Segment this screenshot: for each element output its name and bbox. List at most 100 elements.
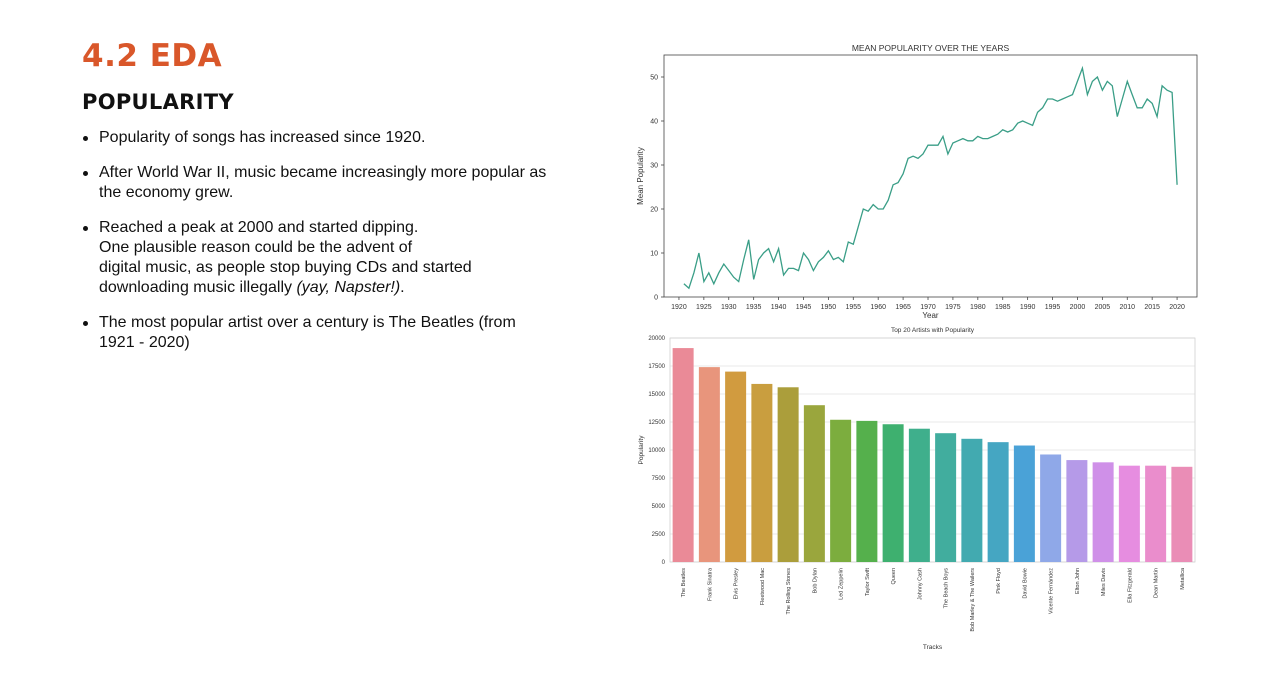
x-tick-label: Elvis Presley bbox=[734, 568, 740, 600]
x-tick-label: 2020 bbox=[1169, 304, 1185, 311]
x-tick-label: Frank Sinatra bbox=[707, 567, 713, 601]
x-tick-label: 1920 bbox=[671, 304, 687, 311]
bar-pink-floyd bbox=[987, 442, 1009, 562]
bar-the-beach-boys bbox=[935, 433, 957, 562]
bullet-3-period: . bbox=[400, 279, 405, 296]
x-tick-label: Vicente Fernández bbox=[1049, 568, 1055, 614]
y-axis-label: Popularity bbox=[638, 435, 645, 465]
mean-popularity-series-line bbox=[683, 65, 1178, 290]
y-tick-label: 30 bbox=[650, 163, 658, 170]
section-heading: 4.2 EDA bbox=[82, 38, 223, 74]
bar-the-beatles bbox=[672, 348, 694, 562]
bar-frank-sinatra bbox=[698, 367, 720, 562]
x-tick-label: 1980 bbox=[970, 304, 986, 311]
bullet-list: Popularity of songs has increased since … bbox=[82, 128, 552, 353]
x-tick-label: The Beatles bbox=[681, 568, 687, 598]
bar-ella-fitzgerald bbox=[1118, 465, 1140, 562]
x-tick-label: David Bowie bbox=[1022, 568, 1028, 599]
x-axis-label: Tracks bbox=[923, 644, 943, 651]
x-tick-label: 1990 bbox=[1020, 304, 1036, 311]
x-tick-label: 1925 bbox=[696, 304, 712, 311]
bullet-item-1: Popularity of songs has increased since … bbox=[82, 128, 552, 148]
y-tick-label: 40 bbox=[650, 119, 658, 126]
bullet-3-line-2: One plausible reason could be the advent… bbox=[99, 239, 413, 256]
x-tick-label: 1950 bbox=[821, 304, 837, 311]
x-tick-label: 1985 bbox=[995, 304, 1011, 311]
bar-chart-svg: Top 20 Artists with Popularity 0 2500 5000 7… bbox=[638, 327, 1196, 651]
y-tick-label: 50 bbox=[650, 75, 658, 82]
x-tick-label: Ella Fitzgerald bbox=[1127, 568, 1133, 603]
bar-elton-john bbox=[1066, 460, 1088, 562]
x-tick-label: 1945 bbox=[796, 304, 812, 311]
bar-bob-marley-the-wailers bbox=[961, 438, 983, 562]
x-tick-label: 1965 bbox=[895, 304, 911, 311]
bar-bob-dylan bbox=[803, 405, 825, 562]
x-tick-label: 1930 bbox=[721, 304, 737, 311]
section-subheading: POPULARITY bbox=[82, 90, 234, 114]
x-tick-label: Miles Davis bbox=[1101, 568, 1107, 596]
bar-metallica bbox=[1171, 466, 1193, 562]
x-tick-label: 1970 bbox=[920, 304, 936, 311]
x-tick-label: Pink Floyd bbox=[996, 568, 1002, 594]
x-tick-label: 1955 bbox=[846, 304, 862, 311]
x-axis-label: Year bbox=[922, 311, 939, 320]
x-tick-label: 1995 bbox=[1045, 304, 1061, 311]
bar-led-zeppelin bbox=[830, 419, 852, 562]
y-tick-label: 17500 bbox=[648, 364, 665, 370]
bullet-item-4: The most popular artist over a century i… bbox=[82, 313, 552, 353]
x-tick-label: Johnny Cash bbox=[917, 568, 923, 600]
y-tick-label: 7500 bbox=[652, 476, 666, 482]
x-tick-label: Led Zeppelin bbox=[839, 568, 845, 600]
bar-chart-title: Top 20 Artists with Popularity bbox=[891, 327, 975, 334]
napster-aside: (yay, Napster!) bbox=[296, 279, 401, 296]
y-tick-label: 20 bbox=[650, 207, 658, 214]
x-tick-label: 1960 bbox=[870, 304, 886, 311]
x-tick-label: 2005 bbox=[1095, 304, 1111, 311]
x-tick-label: Bob Marley & The Wailers bbox=[970, 568, 976, 632]
x-tick-label: 2010 bbox=[1119, 304, 1135, 311]
bar-elvis-presley bbox=[725, 371, 747, 562]
bar-vicente-fern-ndez bbox=[1040, 454, 1062, 562]
x-tick-label: 1975 bbox=[945, 304, 961, 311]
mean-popularity-line-chart: MEAN POPULARITY OVER THE YEARS 0 10 20 30 40 5… bbox=[630, 40, 1205, 320]
x-tick-label: Taylor Swift bbox=[865, 568, 871, 597]
x-tick-label: The Beach Boys bbox=[944, 568, 950, 609]
bar-queen bbox=[882, 424, 904, 562]
x-tick-label: Dean Martin bbox=[1154, 568, 1160, 598]
y-tick-label: 5000 bbox=[652, 504, 666, 510]
bar-miles-davis bbox=[1092, 462, 1114, 562]
y-tick-label: 20000 bbox=[648, 336, 665, 342]
bar-plot-frame bbox=[669, 337, 1196, 563]
y-tick-label: 12500 bbox=[648, 420, 665, 426]
x-tick-label: Fleetwood Mac bbox=[760, 568, 766, 606]
bar-david-bowie bbox=[1013, 445, 1035, 562]
bar-johnny-cash bbox=[908, 428, 930, 562]
bar-the-rolling-stones bbox=[777, 387, 799, 562]
x-tick-label: 2000 bbox=[1070, 304, 1086, 311]
x-tick-label: The Rolling Stones bbox=[786, 568, 792, 615]
text-column: 4.2 EDA POPULARITY Popularity of songs h… bbox=[82, 38, 552, 368]
bullet-3-line-1: Reached a peak at 2000 and started dippi… bbox=[99, 219, 419, 236]
line-chart-svg: MEAN POPULARITY OVER THE YEARS 0 10 20 30 40 5… bbox=[636, 43, 1198, 320]
bar-taylor-swift bbox=[856, 420, 878, 562]
x-tick-label: Elton John bbox=[1075, 568, 1081, 594]
y-tick-label: 0 bbox=[662, 560, 666, 566]
y-tick-label: 0 bbox=[654, 295, 658, 302]
x-tick-label: 1940 bbox=[771, 304, 787, 311]
x-tick-label: 2015 bbox=[1144, 304, 1160, 311]
bar-fleetwood-mac bbox=[751, 383, 773, 562]
y-tick-label: 10 bbox=[650, 251, 658, 258]
bullet-3-line-4-text: downloading music illegally bbox=[99, 279, 297, 296]
bullet-item-3: Reached a peak at 2000 and started dippi… bbox=[82, 218, 552, 298]
x-tick-label: Bob Dylan bbox=[812, 568, 818, 593]
bullet-item-2: After World War II, music became increas… bbox=[82, 163, 552, 203]
top-artists-bar-chart: Top 20 Artists with Popularity 0 2500 5000 7… bbox=[630, 322, 1205, 655]
line-plot-frame bbox=[663, 54, 1198, 298]
y-tick-label: 10000 bbox=[648, 448, 665, 454]
y-axis-label: Mean Popularity bbox=[636, 147, 645, 205]
y-tick-label: 15000 bbox=[648, 392, 665, 398]
bar-dean-martin bbox=[1145, 465, 1167, 562]
bullet-3-line-4: downloading music illegally (yay, Napste… bbox=[99, 278, 552, 298]
x-tick-label: 1935 bbox=[746, 304, 762, 311]
bullet-3-line-3: digital music, as people stop buying CDs… bbox=[99, 259, 472, 276]
